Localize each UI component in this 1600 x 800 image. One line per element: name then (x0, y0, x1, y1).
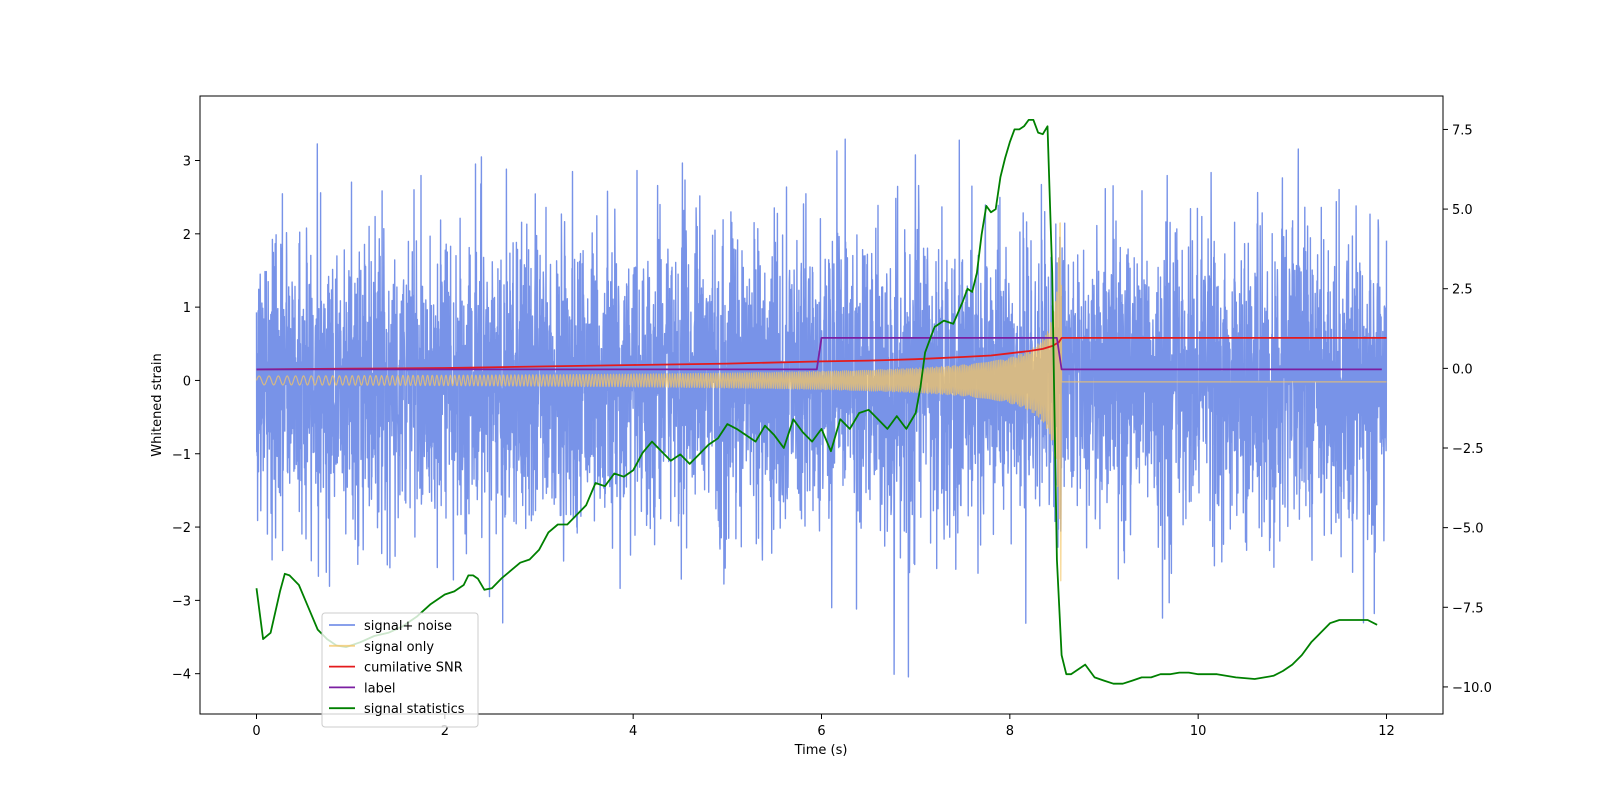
series-label-line (256, 337, 1382, 371)
y-left-tick-label: 0 (183, 374, 191, 389)
series-signal-only-line (255, 222, 1387, 582)
legend-box (321, 612, 479, 728)
y-left-tick-label: −3 (172, 594, 191, 609)
y-right-tick-label: −10.0 (1452, 681, 1492, 696)
legend-entry-label: signal only (364, 640, 434, 655)
y-right-tick-label: 0.0 (1452, 362, 1473, 377)
y-axis-label: Whitened strain (150, 353, 165, 456)
x-tick-label: 12 (1378, 724, 1395, 739)
x-tick-label: 10 (1190, 724, 1207, 739)
series-signal-statistics-line (255, 119, 1378, 685)
y-left-tick-label: 1 (183, 301, 191, 316)
x-axis-label: Time (s) (794, 743, 848, 758)
x-tick-label: 8 (1006, 724, 1014, 739)
x-tick-label: 6 (817, 724, 825, 739)
y-right-tick-label: −5.0 (1452, 522, 1484, 537)
y-right-tick-label: 5.0 (1452, 203, 1473, 218)
legend-entry-label: cumilative SNR (364, 661, 463, 676)
y-right-tick-label: 7.5 (1452, 123, 1473, 138)
y-left-tick-label: −2 (172, 521, 191, 536)
y-right-tick-label: 2.5 (1452, 283, 1473, 298)
y-right-tick-label: −7.5 (1452, 601, 1484, 616)
y-left-tick-label: 3 (183, 155, 191, 170)
legend-entry-label: signal statistics (364, 702, 465, 717)
series-layer (255, 119, 1388, 685)
legend-entry-label: signal+ noise (364, 619, 452, 634)
y-right-tick-label: −2.5 (1452, 442, 1484, 457)
axes-layer: 0 2 4 6 8 10 12−4−3−2−10123−10.0−7.5−5.0−2.50.… (172, 123, 1492, 739)
x-tick-label: 0 (252, 724, 260, 739)
y-left-tick-label: 2 (183, 228, 191, 243)
x-tick-label: 4 (629, 724, 637, 739)
y-left-tick-label: −4 (172, 668, 191, 683)
legend: signal+ noise signal only cumilative SNR la… (321, 612, 479, 728)
legend-entry-label: label (364, 681, 395, 696)
x-tick-label: 2 (441, 724, 449, 739)
y-left-tick-label: −1 (172, 448, 191, 463)
